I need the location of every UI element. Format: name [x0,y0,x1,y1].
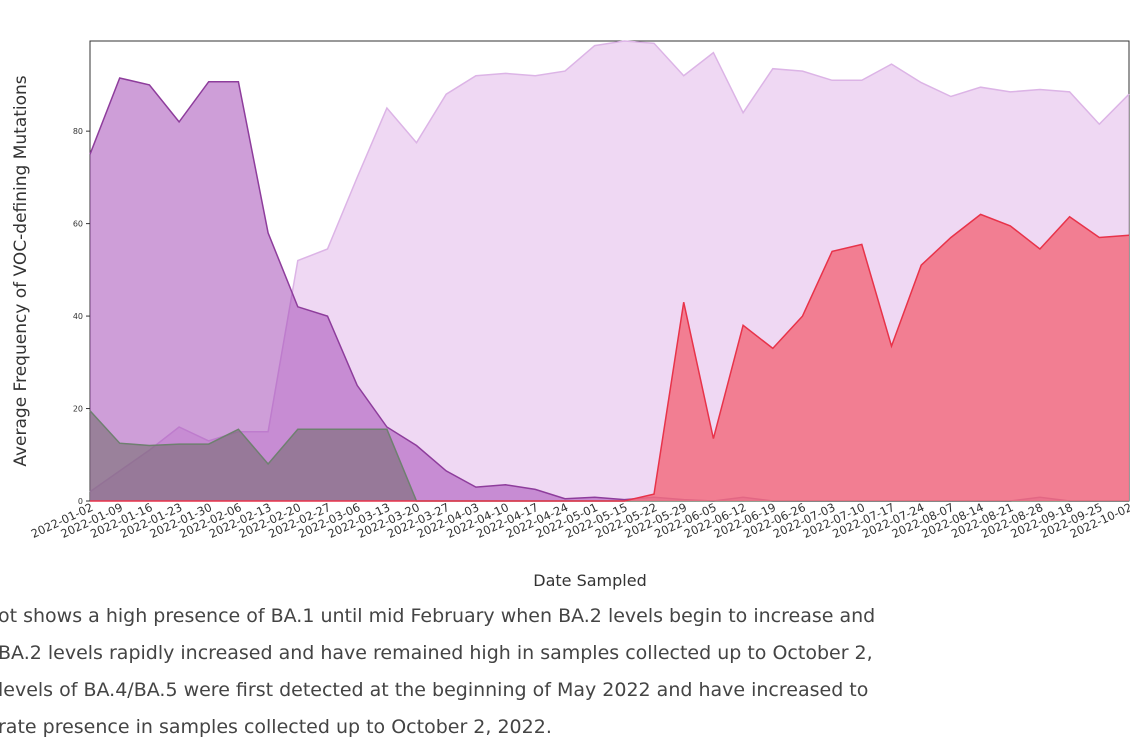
y-axis-label: Average Frequency of VOC-defining Mutati… [11,75,31,466]
area-edge [90,213,1130,502]
description-line: rate presence in samples collected up to… [0,716,552,738]
x-axis-label: Date Sampled [533,571,646,590]
y-tick-label: 60 [73,220,83,229]
description-line: ot shows a high presence of BA.1 until m… [0,605,875,627]
y-tick-label: 80 [73,127,83,136]
area [90,214,1129,501]
area [90,410,1129,501]
description-line: levels of BA.4/BA.5 were first detected … [0,679,868,701]
area [90,78,1129,501]
y-tick-label: 40 [73,312,83,321]
y-tick-label: 20 [73,405,83,414]
y-tick-label: 0 [78,497,83,506]
description-line: BA.2 levels rapidly increased and have r… [0,642,873,664]
